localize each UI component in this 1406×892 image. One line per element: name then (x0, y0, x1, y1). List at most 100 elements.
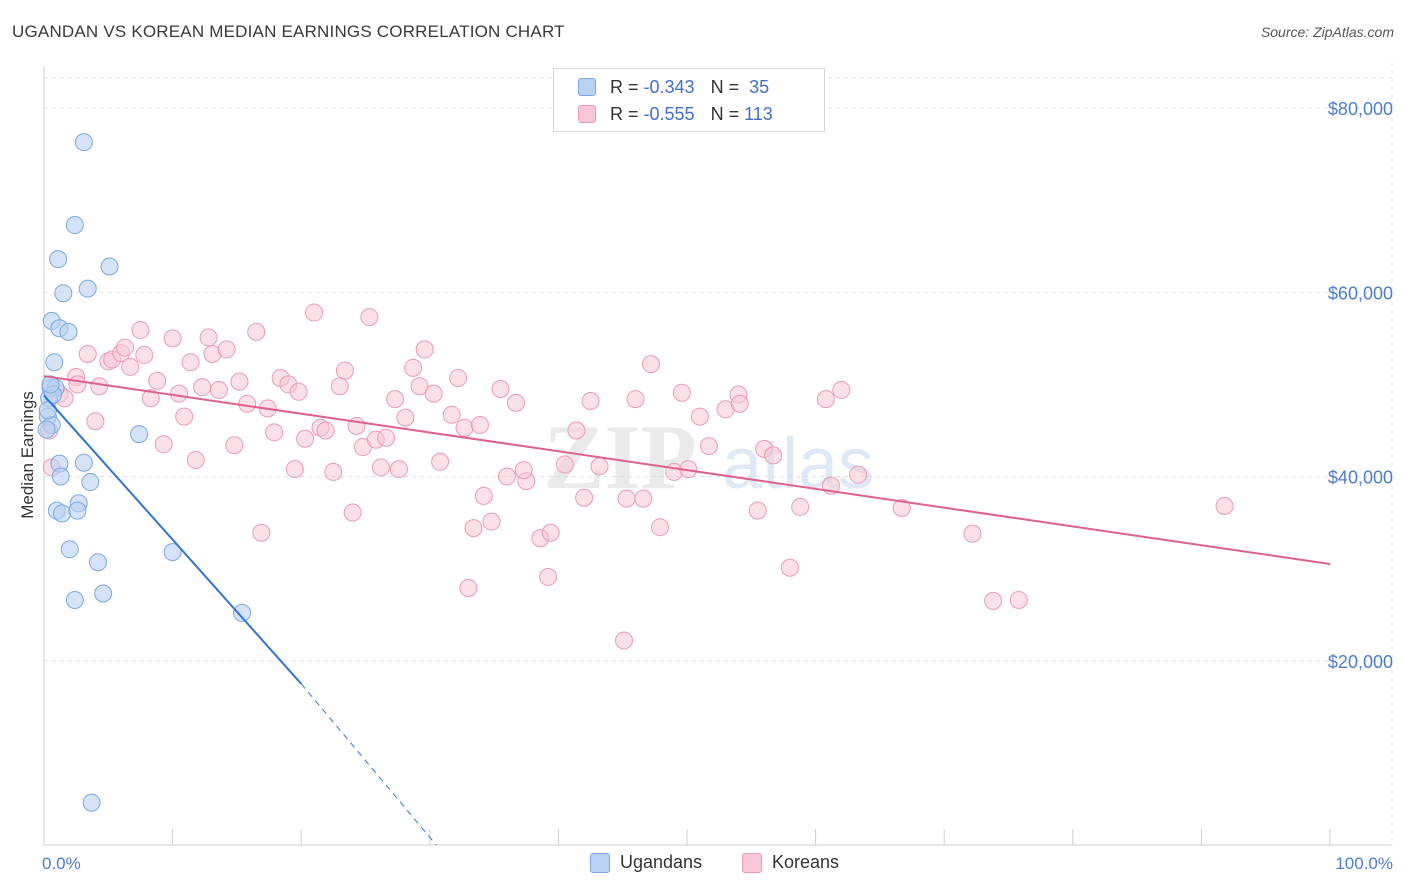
korean-point (816, 390, 835, 409)
legend-swatch-koreans (742, 852, 762, 873)
korean-point (650, 518, 669, 537)
x-tick-label-min: 0.0% (42, 854, 81, 873)
korean-point (984, 591, 1003, 610)
korean-point (581, 391, 600, 410)
korean-point (68, 375, 87, 394)
korean-point (371, 458, 390, 477)
korean-point (324, 462, 343, 481)
korean-point (459, 578, 478, 597)
legend-n-value: 35 (749, 76, 770, 97)
ugandan-point (100, 257, 119, 276)
legend-item-koreans[interactable]: Koreans (742, 852, 839, 873)
trend-lines (43, 375, 1331, 846)
legend-r-value: -0.555 (643, 103, 695, 124)
korean-point (343, 503, 362, 522)
korean-point (539, 567, 558, 586)
korean-point (316, 421, 335, 440)
ugandan-point (89, 553, 108, 572)
korean-point (470, 415, 489, 434)
korean-point (699, 437, 718, 456)
korean-point (491, 380, 510, 399)
korean-point (305, 303, 324, 322)
legend-item-ugandans[interactable]: Ugandans (590, 852, 702, 873)
stats-legend: R = -0.343 N = 35 R = -0.555 N = 113 (553, 68, 825, 132)
korean-point (449, 368, 468, 387)
ugandan-point (82, 793, 101, 812)
chart-title: UGANDAN VS KOREAN MEDIAN EARNINGS CORREL… (12, 22, 565, 41)
ugandan-point (78, 279, 97, 298)
legend-row-koreans: R = -0.555 N = 113 (578, 103, 773, 125)
y-tick-label: $20,000 (1328, 652, 1393, 672)
y-tick-label: $60,000 (1328, 283, 1393, 303)
korean-point (730, 394, 749, 413)
legend-swatch-ugandans (578, 78, 596, 96)
y-tick-label: $80,000 (1328, 99, 1393, 119)
korean-point (90, 377, 109, 396)
korean-point (541, 523, 560, 542)
korean-point (590, 457, 609, 476)
korean-point (431, 452, 450, 471)
korean-point (497, 467, 516, 486)
ugandan-points (37, 133, 252, 812)
korean-point (181, 353, 200, 372)
korean-point (634, 489, 653, 508)
legend-swatch-koreans (578, 105, 596, 123)
korean-point (482, 512, 501, 531)
korean-point (672, 383, 691, 402)
y-tick-label: $40,000 (1328, 468, 1393, 488)
watermark-atlas: atlas (722, 424, 874, 504)
watermark: ZIP atlas (543, 406, 874, 508)
korean-point (442, 405, 461, 424)
ugandan-trend-line (43, 394, 302, 685)
korean-point (225, 436, 244, 455)
korean-point (285, 460, 304, 479)
korean-point (690, 407, 709, 426)
korean-point (567, 421, 586, 440)
korean-point (424, 384, 443, 403)
ugandan-point (38, 401, 57, 420)
legend-n-label: N = (710, 76, 740, 97)
korean-point (330, 377, 349, 396)
legend-label-ugandans: Ugandans (620, 852, 703, 872)
ugandan-point (49, 250, 68, 269)
korean-point (474, 486, 493, 505)
korean-point (148, 371, 167, 390)
korean-point (186, 450, 205, 469)
korean-point (377, 428, 396, 447)
axis-labels: $20,000 $40,000 $60,000 $80,000 0.0% 100.0% Me… (18, 99, 1393, 873)
korean-point (791, 497, 810, 516)
ugandan-point (94, 584, 113, 603)
ugandan-point (41, 375, 60, 394)
korean-point (230, 372, 249, 391)
legend-row-ugandans: R = -0.343 N = 35 (578, 76, 769, 98)
korean-point (963, 524, 982, 543)
ugandan-point (233, 603, 252, 622)
ugandan-point (68, 501, 87, 520)
korean-point (335, 361, 354, 380)
korean-point (265, 423, 284, 442)
korean-point (780, 558, 799, 577)
korean-point (614, 631, 633, 650)
korean-point (360, 308, 379, 327)
korean-point (832, 380, 851, 399)
korean-point (892, 498, 911, 517)
korean-point (748, 501, 767, 520)
korean-point (617, 489, 636, 508)
korean-trend-line (43, 375, 1331, 566)
ugandan-point (45, 353, 64, 372)
ugandan-point (65, 216, 84, 235)
ugandan-point (81, 473, 100, 492)
korean-point (209, 380, 228, 399)
korean-point (386, 390, 405, 409)
axes (43, 66, 1392, 846)
ugandan-point (60, 540, 79, 559)
korean-point (163, 329, 182, 348)
ugandan-point (54, 284, 73, 303)
korean-point (514, 461, 533, 480)
korean-point (289, 382, 308, 401)
korean-point (170, 384, 189, 403)
korean-point (1215, 497, 1234, 516)
korean-point (175, 407, 194, 426)
legend-r-label: R = (610, 103, 639, 124)
korean-point (296, 429, 315, 448)
